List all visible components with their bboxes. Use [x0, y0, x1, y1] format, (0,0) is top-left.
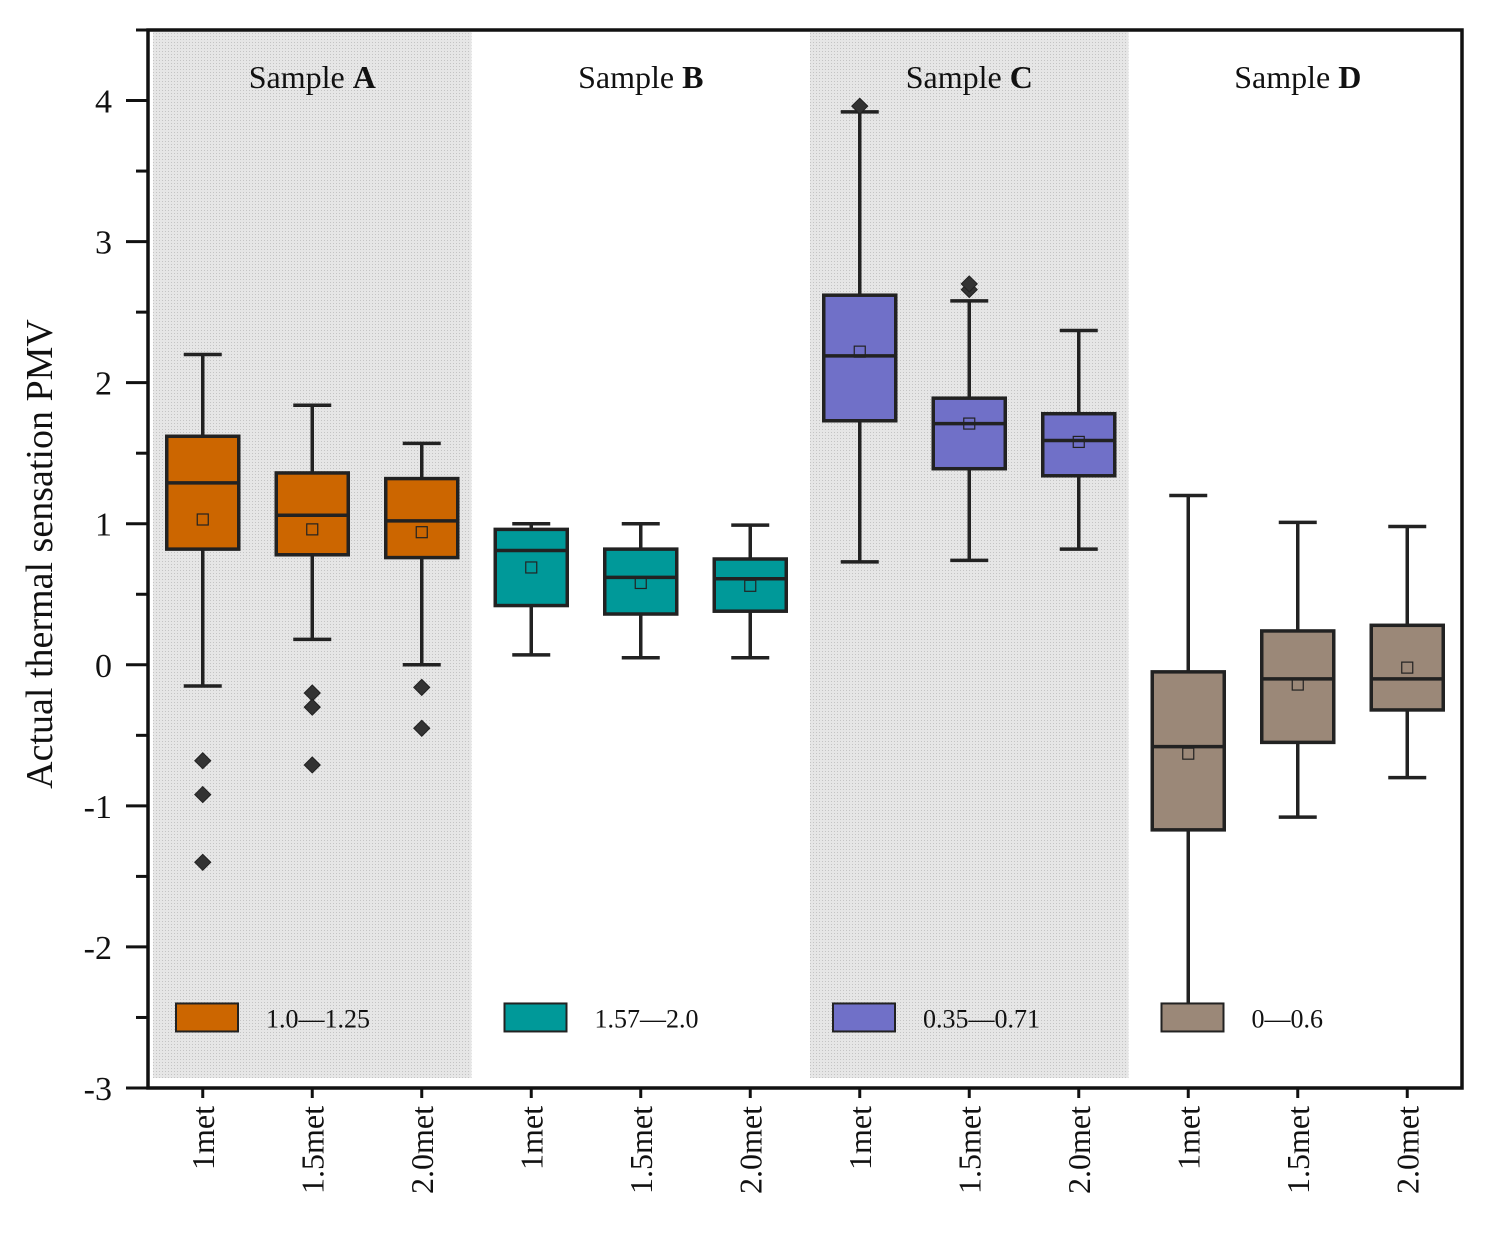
labels-layer: Sample A 1.0—1.25 1met 1.5met 2.0met Sample B… — [19, 59, 1425, 1194]
plot-frame — [146, 28, 1464, 1090]
sample-label-D: Sample D — [1234, 59, 1361, 95]
x-tick-label-C-1.5met: 1.5met — [951, 1106, 987, 1194]
legend-label-B: 1.57—2.0 — [595, 1004, 699, 1033]
x-tick-label-A-1met: 1met — [185, 1106, 221, 1170]
box-D-1met — [1150, 670, 1226, 832]
y-tick-label: 1 — [95, 507, 112, 544]
y-tick-label: 3 — [95, 225, 112, 262]
x-tick-label-C-1met: 1met — [842, 1106, 878, 1170]
outlier-C-1.5met-1 — [960, 275, 978, 293]
x-tick-label-D-1.5met: 1.5met — [1280, 1106, 1316, 1194]
sample-label-B: Sample B — [578, 59, 703, 95]
outlier-A-1.5met-2 — [303, 756, 321, 774]
boxes-layer — [165, 97, 1445, 1023]
mean-marker-B-2.0met — [744, 579, 757, 592]
mean-marker-B-1met — [525, 561, 538, 574]
x-tick-label-C-2.0met: 2.0met — [1061, 1106, 1097, 1194]
box-B-1met — [493, 527, 569, 608]
box-C-1.5met — [931, 396, 1007, 471]
legend-swatch-C — [832, 1002, 896, 1033]
legend-label-D: 0—0.6 — [1252, 1004, 1324, 1033]
x-tick-label-A-1.5met: 1.5met — [294, 1106, 330, 1194]
box-A-2.0met — [384, 476, 460, 560]
outlier-C-1met-0 — [851, 97, 869, 115]
outlier-A-1.5met-1 — [303, 698, 321, 716]
x-tick-label-B-1.5met: 1.5met — [623, 1106, 659, 1194]
mean-marker-C-1.5met — [963, 417, 976, 430]
mean-marker-A-1met — [196, 513, 209, 526]
axes-layer — [126, 28, 1464, 1098]
mean-marker-D-2.0met — [1401, 661, 1414, 674]
sample-label-letter: C — [1010, 59, 1033, 95]
x-tick-label-B-2.0met: 2.0met — [732, 1106, 768, 1194]
box-B-2.0met — [712, 557, 788, 613]
sample-label-A: Sample A — [249, 59, 376, 95]
sample-label-letter: B — [682, 59, 703, 95]
y-tick-label: 0 — [95, 648, 112, 685]
box-C-1met — [822, 293, 898, 423]
box-D-1.5met — [1260, 629, 1336, 745]
legend-label-A: 1.0—1.25 — [266, 1004, 370, 1033]
outlier-A-1met-1 — [194, 785, 212, 804]
y-tick-label: -1 — [84, 789, 112, 826]
y-tick-label: 4 — [95, 84, 112, 121]
sample-label-prefix: Sample — [1234, 59, 1338, 95]
x-tick-label-D-2.0met: 2.0met — [1389, 1106, 1425, 1194]
box-B-1.5met — [603, 547, 679, 616]
box-D-2.0met — [1369, 623, 1445, 712]
outlier-A-2.0met-0 — [413, 678, 431, 697]
legend-swatch-D — [1160, 1002, 1225, 1033]
y-tick-label: -3 — [84, 1071, 112, 1108]
mean-marker-D-1met — [1182, 747, 1195, 760]
mean-marker-A-2.0met — [415, 526, 428, 539]
sample-label-prefix: Sample — [578, 59, 682, 95]
sample-label-prefix: Sample — [249, 59, 353, 95]
mean-marker-C-2.0met — [1072, 435, 1085, 449]
y-tick-label: -2 — [84, 930, 112, 967]
legend-swatch-A — [175, 1002, 239, 1033]
mean-marker-B-1.5met — [634, 576, 647, 590]
mean-marker-C-1met — [853, 345, 866, 358]
legend-label-C: 0.35—0.71 — [923, 1004, 1040, 1033]
mean-marker-A-1.5met — [306, 523, 319, 536]
x-tick-label-A-2.0met: 2.0met — [404, 1106, 440, 1194]
y-axis-title: Actual thermal sensation PMV — [19, 319, 61, 789]
outlier-A-1met-0 — [194, 752, 212, 770]
sample-label-letter: A — [353, 59, 376, 95]
sample-label-letter: D — [1338, 59, 1361, 95]
x-tick-label-D-1met: 1met — [1170, 1106, 1206, 1170]
outlier-A-1met-2 — [194, 853, 212, 872]
x-tick-label-B-1met: 1met — [513, 1106, 549, 1170]
legend-swatch-B — [503, 1002, 568, 1033]
outlier-A-2.0met-1 — [413, 719, 431, 737]
sample-label-prefix: Sample — [906, 59, 1010, 95]
sample-label-C: Sample C — [906, 59, 1033, 95]
box-C-2.0met — [1041, 411, 1117, 478]
box-A-1met — [165, 434, 241, 551]
y-tick-label: 2 — [95, 366, 112, 403]
mean-marker-D-1.5met — [1291, 678, 1304, 691]
